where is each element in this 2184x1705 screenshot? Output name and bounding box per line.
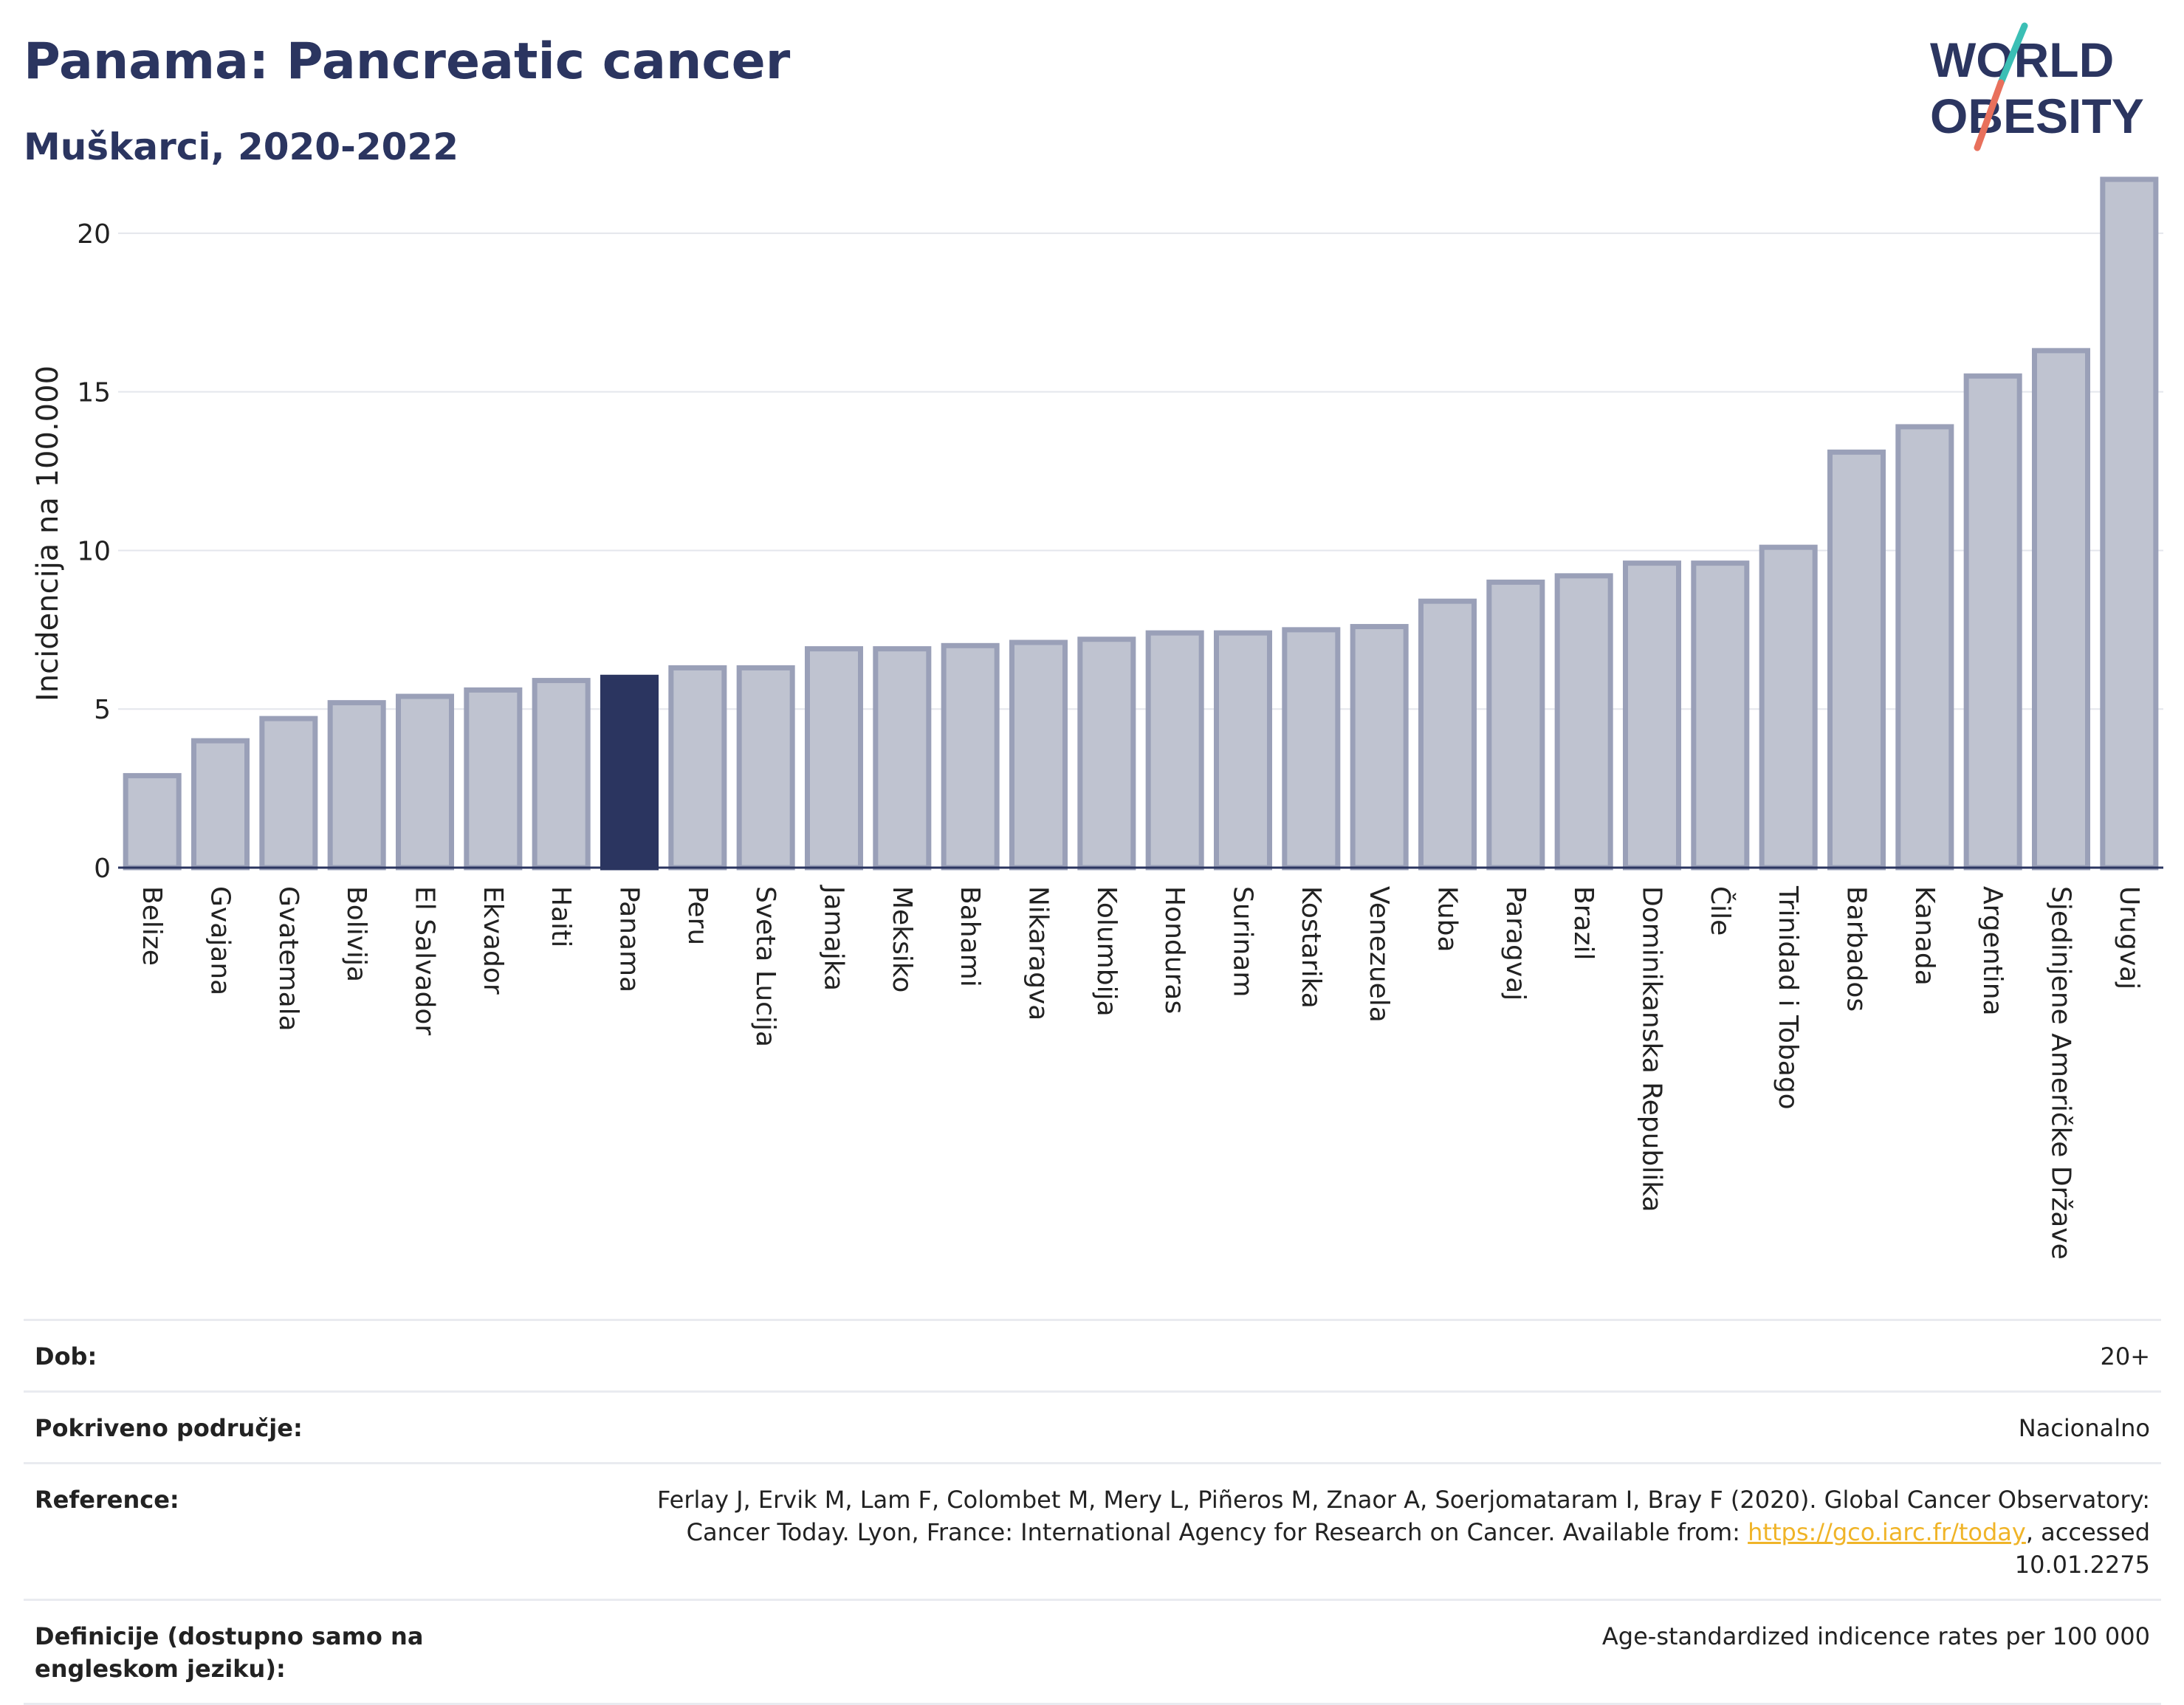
x-tick-label: Čile [1705, 886, 1736, 936]
grid-lines [118, 232, 2163, 710]
bar-paragvaj [1486, 579, 1545, 871]
reference-text-after: , accessed 10.01.2275 [2014, 1518, 2150, 1579]
bar-kanada [1895, 424, 1954, 871]
x-tick-label: Gvajana [205, 886, 236, 995]
x-tick-label: Sveta Lucija [750, 886, 780, 1047]
age-value: 20+ [2100, 1342, 2150, 1370]
x-tick-label: Haiti [546, 886, 576, 947]
age-label: Dob: [35, 1342, 97, 1370]
x-tick-label: Kuba [1432, 886, 1463, 953]
y-axis-label: Incidencija na 100.000 [31, 366, 65, 701]
y-tick-label: 5 [94, 695, 111, 725]
x-tick-label: Sjedinjene Američke Države [2046, 886, 2076, 1260]
bar-gvatemala [259, 716, 318, 871]
x-tick-label: Meksiko [887, 886, 917, 992]
bar-bolivija [327, 700, 386, 871]
logo-slash-coral [1974, 79, 2005, 151]
bar-gvajana [190, 738, 250, 871]
reference-link[interactable]: https://gco.iarc.fr/today [1748, 1518, 2026, 1546]
x-tick-label: Peru [682, 886, 712, 945]
bar-peru [668, 665, 727, 871]
bar-sveta-lucija [736, 665, 795, 871]
bar-barbados [1827, 449, 1886, 871]
bar-el-salvador [395, 693, 455, 871]
logo-line-2: OBESITY [1930, 89, 2144, 143]
bar-brazil [1554, 573, 1613, 871]
bar-sjedinjene-američke-države [2031, 348, 2091, 871]
x-tick-label: Gvatemala [273, 886, 303, 1032]
x-tick-label: Ekvador [478, 886, 508, 995]
info-table: Dob: 20+ Pokriveno područje: Nacionalno … [24, 1319, 2161, 1705]
x-tick-label: Bolivija [341, 886, 371, 982]
bar-nikaragva [1009, 639, 1068, 871]
x-tick-label: Urugvaj [2114, 886, 2144, 989]
x-tick-label: Kostarika [1296, 886, 1326, 1009]
bar-meksiko [873, 646, 932, 871]
logo-slash-teal [1997, 22, 2028, 86]
definitions-label: Definicije (dostupno samo na engleskom j… [35, 1622, 424, 1683]
x-tick-label: Brazil [1568, 886, 1598, 960]
y-tick-label: 20 [77, 219, 111, 250]
y-tick-label: 15 [77, 378, 111, 408]
reference-value: Ferlay J, Ervik M, Lam F, Colombet M, Me… [600, 1483, 2150, 1581]
logo-line-1: WORLD [1930, 32, 2114, 87]
definitions-value: Age-standardized indicence rates per 100… [1601, 1622, 2150, 1650]
x-tick-label: Kanada [1909, 886, 1940, 986]
x-tick-label: Belize [137, 886, 167, 966]
info-row-reference: Reference: Ferlay J, Ervik M, Lam F, Col… [24, 1462, 2161, 1599]
bar-kuba [1418, 598, 1477, 871]
x-tick-label: Panama [614, 886, 645, 992]
info-row-coverage: Pokriveno područje: Nacionalno [24, 1390, 2161, 1462]
chart-title: Panama: Pancreatic cancer [24, 32, 791, 91]
x-tick-label: Paragvaj [1500, 886, 1531, 1001]
x-tick-label: Jamajka [819, 885, 849, 991]
chart-subtitle: Muškarci, 2020-2022 [24, 126, 459, 168]
bar-honduras [1145, 630, 1204, 871]
x-tick-label: Venezuela [1364, 886, 1394, 1023]
x-tick-label: Surinam [1228, 886, 1258, 997]
bar-bahami [941, 642, 1000, 871]
x-tick-label: Nikaragva [1023, 886, 1054, 1020]
bar-argentina [1963, 373, 2022, 871]
coverage-value: Nacionalno [2018, 1414, 2150, 1442]
bars [123, 176, 2159, 871]
bar-jamajka [804, 646, 864, 871]
world-obesity-logo: WORLD OBESITY [1930, 22, 2144, 151]
bar-belize [123, 772, 182, 871]
bar-kolumbija [1077, 637, 1136, 871]
bar-venezuela [1350, 624, 1409, 871]
bar-dominikanska-republika [1622, 560, 1682, 871]
x-axis-labels: Belize Gvajana Gvatemala Bolivija El Salvado… [137, 885, 2144, 1260]
x-tick-label: Barbados [1841, 886, 1872, 1012]
bar-chart: 0 5 10 15 20 Belize Gvajana Gvatemala Bolivija E… [31, 176, 2163, 1260]
bar-haiti [532, 678, 591, 871]
bar-surinam [1213, 630, 1273, 871]
x-tick-label: Dominikanska Republika [1637, 886, 1667, 1212]
bar-kostarika [1282, 627, 1341, 871]
bar-panama [600, 674, 659, 871]
coverage-label: Pokriveno područje: [35, 1414, 303, 1442]
y-tick-label: 0 [94, 854, 111, 884]
x-tick-label: Honduras [1159, 886, 1189, 1014]
x-tick-label: El Salvador [410, 886, 440, 1035]
bar-ekvador [464, 687, 523, 871]
info-row-age: Dob: 20+ [24, 1319, 2161, 1390]
x-tick-label: Bahami [955, 886, 985, 987]
bar-urugvaj [2100, 176, 2159, 871]
reference-label: Reference: [35, 1486, 179, 1514]
bar-trinidad-i-tobago [1759, 544, 1818, 871]
y-axis-ticks: 0 5 10 15 20 [77, 219, 111, 884]
bar-čile [1691, 560, 1750, 871]
x-tick-label: Kolumbija [1091, 886, 1122, 1017]
x-tick-label: Argentina [1977, 886, 2008, 1016]
info-row-definitions: Definicije (dostupno samo na engleskom j… [24, 1599, 2161, 1705]
y-tick-label: 10 [77, 536, 111, 566]
reference-text-before: Ferlay J, Ervik M, Lam F, Colombet M, Me… [657, 1486, 2150, 1546]
x-tick-label: Trinidad i Tobago [1773, 885, 1803, 1110]
